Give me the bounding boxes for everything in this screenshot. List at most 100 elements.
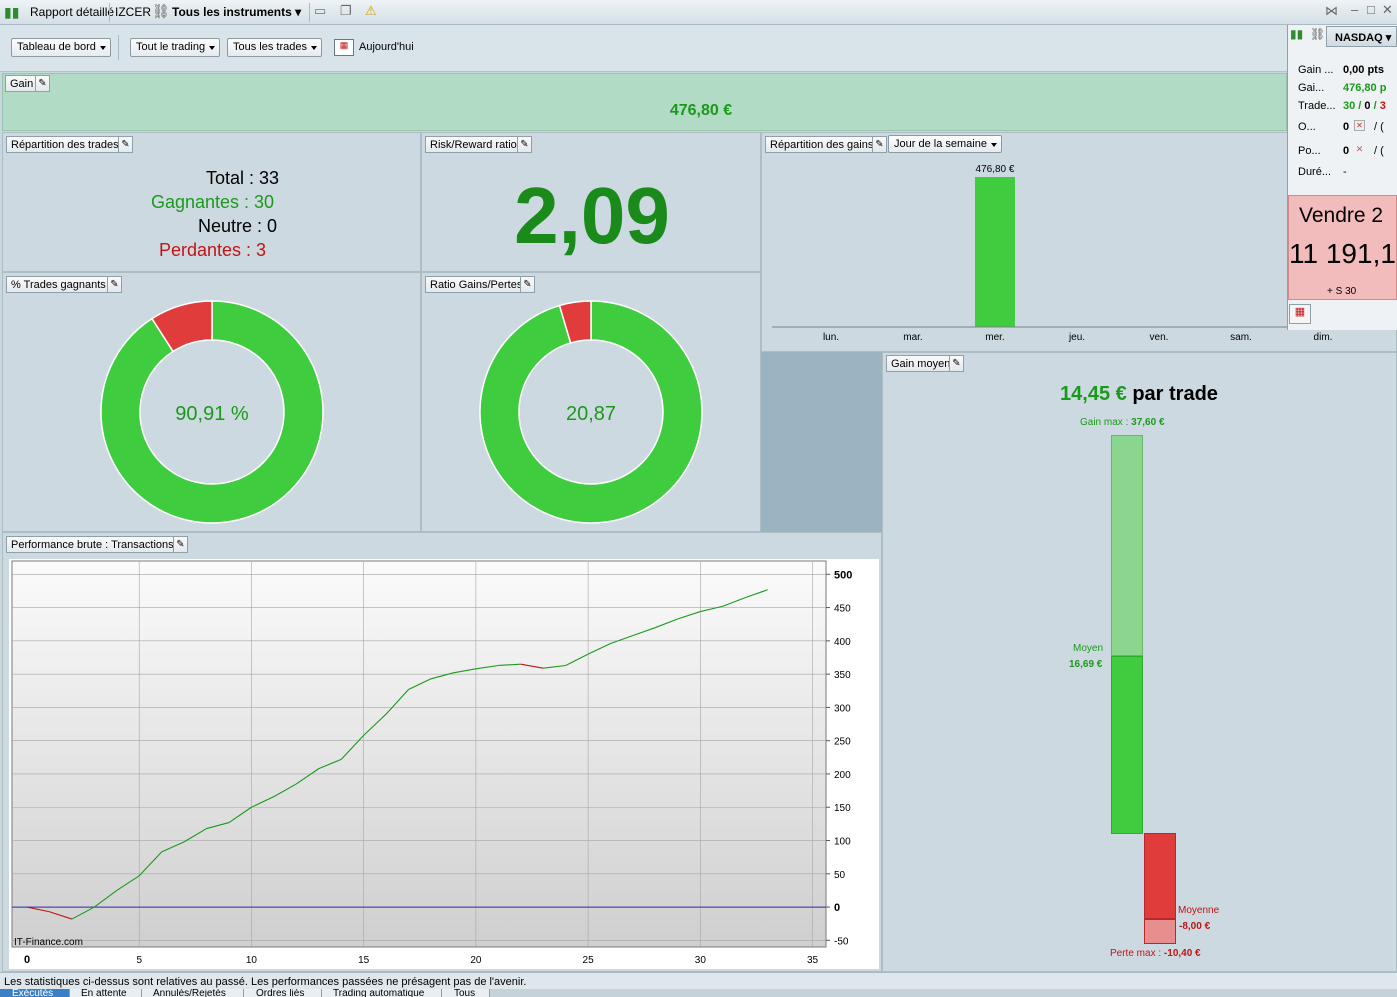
max-loss-label: Perte max : -10,40 €: [1110, 948, 1201, 959]
trades-filter-dropdown[interactable]: Tous les trades: [227, 38, 322, 57]
dashboard-dropdown[interactable]: Tableau de bord: [11, 38, 111, 57]
sidebar-value: 476,80 p: [1343, 82, 1387, 94]
performance-panel: Performance brute : Transactions ✎ -50 0 5…: [2, 532, 882, 972]
performance-segment: [475, 664, 499, 670]
share-icon[interactable]: ⋈: [1325, 3, 1338, 18]
instruments-dropdown[interactable]: Tous les instruments ▾: [172, 5, 302, 19]
sidebar-slash: / (: [1374, 121, 1384, 133]
link-icon[interactable]: ⛓: [152, 3, 170, 19]
x-tick-label: 0: [24, 954, 30, 966]
y-tick-label: 100: [834, 837, 851, 848]
wrench-icon[interactable]: ✎: [173, 536, 188, 553]
period-label[interactable]: Aujourd'hui: [359, 41, 414, 53]
panel-title: Gain moyen: [886, 355, 956, 372]
sidebar-value: -: [1343, 166, 1347, 178]
x-tick-label: 35: [807, 955, 819, 966]
average-gain-suffix: par trade: [1132, 383, 1218, 405]
close-icon[interactable]: ✕: [1382, 2, 1393, 17]
close-position-icon[interactable]: ✕: [1354, 120, 1365, 131]
gain-loss-ratio-value: 20,87: [566, 403, 616, 425]
sidebar-label: Gai...: [1298, 82, 1325, 94]
market-dropdown[interactable]: NASDAQ ▾: [1326, 26, 1397, 47]
average-gain-value: 14,45 €: [1060, 383, 1127, 405]
trading-filter-dropdown[interactable]: Tout le trading: [130, 38, 221, 57]
wrench-icon[interactable]: ✎: [118, 136, 133, 153]
max-gain-label: Gain max : 37,60 €: [1080, 417, 1165, 428]
instrument-sidebar: ▮▮ ⛓ NASDAQ ▾ Gain ... 0,00 pts Gai... 4…: [1287, 25, 1397, 330]
y-tick-label: 50: [834, 870, 846, 881]
tab-all[interactable]: Tous: [442, 989, 490, 997]
candlestick-icon[interactable]: ▮▮: [1290, 27, 1304, 41]
performance-segment: [565, 653, 589, 666]
y-tick-label: 300: [834, 703, 851, 714]
wrench-icon[interactable]: ✎: [107, 276, 122, 293]
sidebar-label: Gain ...: [1298, 64, 1334, 76]
tab-cancelled[interactable]: Annulés/Rejetés: [142, 989, 244, 997]
panel-title: Répartition des trades: [6, 136, 124, 153]
day-label: jeu.: [1068, 332, 1085, 343]
avg-gain-label: Moyen: [1073, 643, 1104, 654]
x-tick-label: 10: [246, 955, 258, 966]
day-label: ven.: [1150, 332, 1169, 343]
performance-segment: [745, 589, 768, 599]
day-of-week-dropdown[interactable]: Jour de la semaine: [888, 135, 1002, 153]
copy-icon[interactable]: ❐: [340, 3, 352, 18]
sidebar-label: Duré...: [1298, 166, 1332, 178]
warning-icon[interactable]: ⚠: [365, 3, 377, 18]
day-label: mer.: [985, 332, 1004, 343]
day-label: lun.: [823, 332, 839, 343]
sell-label: Vendre 2: [1299, 204, 1384, 227]
panel-title: Répartition des gains: [765, 136, 879, 153]
wrench-icon[interactable]: ✎: [949, 355, 964, 372]
risk-reward-panel: Risk/Reward ratio ✎ 2,09: [421, 132, 761, 272]
performance-segment: [385, 689, 409, 715]
chart-export-icon[interactable]: ▭: [314, 3, 327, 18]
day-label: dim.: [1314, 332, 1333, 343]
performance-segment: [520, 663, 544, 669]
average-gain-headline: 14,45 € par trade: [883, 383, 1395, 406]
y-tick-label: 500: [834, 569, 852, 581]
gain-value: 476,80 €: [669, 102, 733, 119]
sidebar-label: Po...: [1298, 145, 1321, 157]
tab-executed[interactable]: Exécutés: [0, 989, 70, 997]
performance-segment: [543, 664, 566, 669]
wrench-icon[interactable]: ✎: [520, 276, 535, 293]
tab-auto-trading[interactable]: Trading automatique: [322, 989, 442, 997]
neutral-trades: Neutre : 0: [197, 216, 278, 236]
minimize-icon[interactable]: –: [1351, 2, 1359, 17]
wrench-icon[interactable]: ✎: [872, 136, 887, 153]
performance-segment: [430, 672, 454, 680]
panel-title: Performance brute : Transactions: [6, 536, 179, 553]
link-icon[interactable]: ⛓: [1310, 27, 1326, 41]
account-button[interactable]: IZCER: [115, 5, 151, 19]
disclaimer: Les statistiques ci-dessus sont relative…: [4, 976, 527, 988]
y-tick-label: 250: [834, 737, 851, 748]
watermark: IT-Finance.com: [14, 937, 83, 948]
grid-menu-icon[interactable]: ▦: [1289, 304, 1311, 324]
wrench-icon[interactable]: ✎: [517, 136, 532, 153]
status-bar: Les statistiques ci-dessus sont relative…: [0, 972, 1397, 989]
performance-chart: -50 0 50 100 150 200 250 300 350 400 450 500 0 5 10 15…: [9, 559, 879, 969]
trades-distribution-list: Total : 33 Gagnantes : 30 Neutre : 0 Per…: [3, 166, 422, 262]
max-loss-bar: [1144, 919, 1176, 944]
panel-title: % Trades gagnants: [6, 276, 111, 293]
performance-segment: [587, 643, 611, 655]
performance-segment: [498, 663, 521, 667]
day-gain-label: 476,80 €: [976, 164, 1015, 175]
performance-segment: [296, 768, 320, 785]
sell-button[interactable]: Vendre 2 11 191,1 + S 30: [1288, 195, 1397, 300]
close-icon[interactable]: ✕: [1355, 144, 1364, 154]
average-gain-panel: Gain moyen ✎ 14,45 € par trade Gain max …: [882, 352, 1397, 972]
losing-trades: Perdantes : 3: [158, 240, 267, 260]
y-tick-label: 450: [834, 604, 851, 615]
sidebar-slash: / (: [1374, 145, 1384, 157]
avg-loss-bar: [1144, 833, 1176, 919]
y-tick-label: 0: [834, 902, 840, 914]
calendar-icon[interactable]: ▦: [334, 39, 354, 56]
trades-distribution-panel: Répartition des trades ✎ Total : 33 Gagn…: [2, 132, 421, 272]
donut-gain-slice: [100, 300, 324, 524]
maximize-icon[interactable]: □: [1367, 2, 1375, 17]
wrench-icon[interactable]: ✎: [35, 75, 50, 92]
tab-linked-orders[interactable]: Ordres liés: [244, 989, 322, 997]
tab-pending[interactable]: En attente: [70, 989, 142, 997]
